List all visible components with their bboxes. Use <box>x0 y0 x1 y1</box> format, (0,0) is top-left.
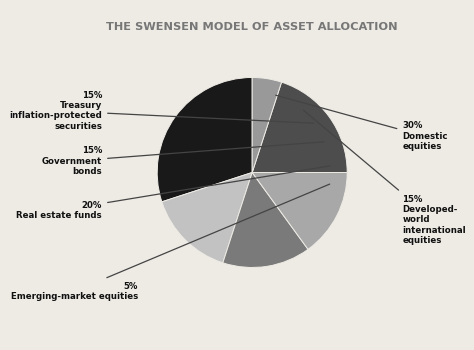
Text: 20%
Real estate funds: 20% Real estate funds <box>17 166 330 220</box>
Wedge shape <box>252 173 347 249</box>
Text: 15%
Treasury
inflation-protected
securities: 15% Treasury inflation-protected securit… <box>9 91 313 131</box>
Text: 15%
Developed-
world
international
equities: 15% Developed- world international equit… <box>303 110 466 245</box>
Wedge shape <box>252 82 347 173</box>
Text: 5%
Emerging-market equities: 5% Emerging-market equities <box>11 184 330 301</box>
Title: THE SWENSEN MODEL OF ASSET ALLOCATION: THE SWENSEN MODEL OF ASSET ALLOCATION <box>106 22 398 32</box>
Wedge shape <box>162 173 252 263</box>
Wedge shape <box>157 77 252 202</box>
Text: 15%
Government
bonds: 15% Government bonds <box>42 142 324 176</box>
Text: 30%
Domestic
equities: 30% Domestic equities <box>276 95 448 151</box>
Wedge shape <box>252 77 282 173</box>
Wedge shape <box>223 173 308 267</box>
